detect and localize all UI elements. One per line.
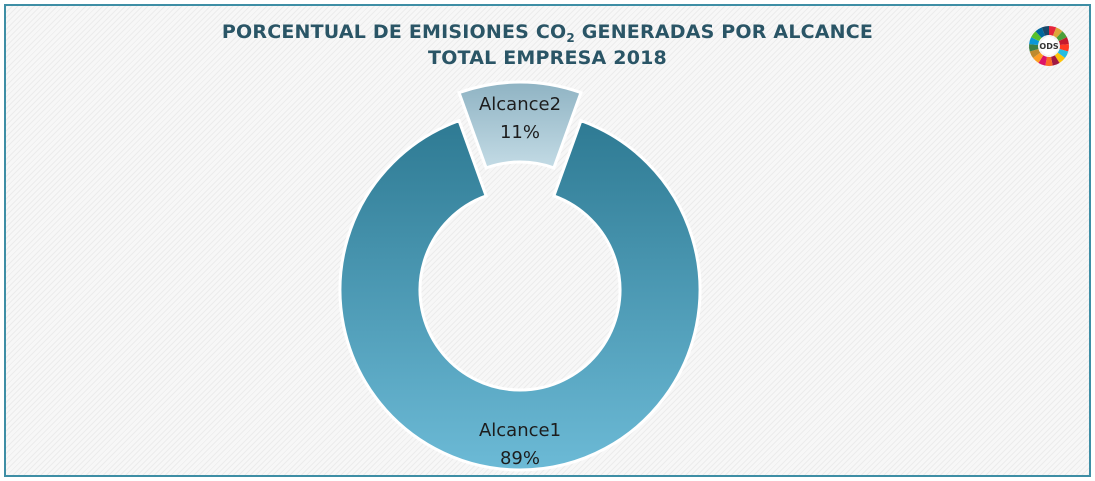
- sdg-wheel-segment: [1035, 27, 1046, 38]
- title-line-2: TOTAL EMPRESA 2018: [428, 47, 667, 69]
- sdg-logo-label: ODS: [1039, 42, 1058, 51]
- sdg-wheel-segment: [1029, 37, 1040, 45]
- slice-category-label: Alcance1: [479, 420, 561, 441]
- sdg-wheel-icon: ODS: [1029, 26, 1069, 66]
- sdg-wheel-segment: [1029, 44, 1039, 52]
- title-prefix: PORCENTUAL DE EMISIONES CO: [221, 21, 567, 43]
- slice-alcance1: [338, 118, 702, 472]
- sdg-wheel-segment: [1052, 27, 1063, 38]
- title-line-1: PORCENTUAL DE EMISIONES CO2 GENERADAS PO…: [0, 19, 1095, 45]
- title-suffix: GENERADAS POR ALCANCE: [574, 21, 874, 43]
- sdg-wheel-segment: [1056, 31, 1067, 42]
- sdg-wheel-segment: [1049, 26, 1057, 36]
- slice-category-label: Alcance2: [479, 94, 561, 115]
- slice-value-label: 89%: [500, 448, 540, 469]
- chart-title: PORCENTUAL DE EMISIONES CO2 GENERADAS PO…: [0, 19, 1095, 71]
- sdg-wheel-segment: [1059, 44, 1069, 52]
- slice-alcance2: [457, 80, 583, 170]
- sdg-wheel-segment: [1058, 37, 1069, 45]
- sdg-wheel-segment: [1029, 49, 1041, 59]
- title-subscript: 2: [566, 31, 575, 45]
- sdg-wheel-segment: [1033, 52, 1044, 64]
- sdg-wheel-segment: [1054, 52, 1065, 64]
- slice-value-label: 11%: [500, 122, 540, 143]
- sdg-wheel-segment: [1051, 55, 1060, 66]
- sdg-wheel-segment: [1057, 49, 1069, 59]
- sdg-wheel-segment: [1038, 55, 1047, 66]
- sdg-wheel-segment: [1031, 31, 1042, 42]
- sdg-wheel-segment: [1045, 56, 1053, 66]
- sdg-wheel-segment: [1041, 26, 1049, 36]
